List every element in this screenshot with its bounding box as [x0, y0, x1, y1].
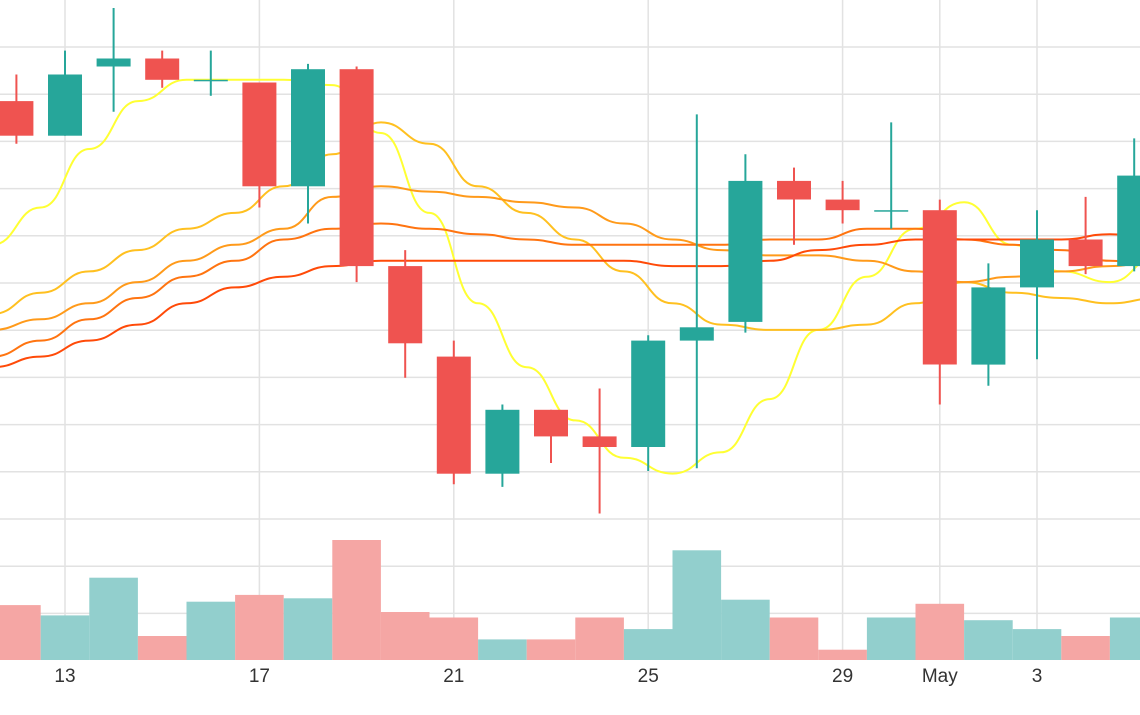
candle-body-up: [193, 79, 228, 82]
x-tick-label: 13: [54, 666, 75, 687]
candle-body-up: [679, 327, 714, 341]
candle-body-down: [1068, 239, 1103, 267]
x-tick-label: 17: [249, 666, 270, 687]
candle-body-up: [485, 409, 520, 474]
volume-bar: [429, 617, 479, 660]
candle-body-up: [631, 340, 666, 447]
candle-body-up: [874, 210, 909, 212]
volume-bars: [0, 540, 1140, 660]
candle-body-up: [48, 74, 82, 136]
candle-body-up: [96, 58, 131, 67]
candle-body-up: [1020, 239, 1054, 288]
x-tick-label: 25: [638, 666, 659, 687]
x-tick-label: 29: [832, 666, 853, 687]
volume-bar: [915, 603, 965, 660]
candle-body-down: [0, 101, 34, 136]
volume-bar: [818, 649, 867, 660]
candle-body-up: [291, 69, 325, 187]
volume-bar: [1012, 629, 1062, 660]
candle-body-down: [922, 210, 957, 365]
volume-bar: [1061, 636, 1110, 660]
candle-body-down: [777, 180, 811, 200]
volume-bar: [89, 577, 138, 660]
x-tick-label: May: [922, 666, 958, 687]
candle-body-down: [534, 409, 568, 437]
volume-bar: [235, 594, 284, 660]
volume-bar: [137, 636, 187, 660]
candle-body-down: [339, 69, 374, 267]
candle-body-down: [825, 199, 860, 211]
volume-bar: [283, 598, 333, 660]
candle-body-down: [436, 356, 471, 474]
candle-body-down: [388, 266, 423, 344]
volume-bar: [575, 617, 624, 660]
candle-body-up: [728, 180, 763, 322]
moving-average-line-3: [0, 185, 1140, 331]
moving-average-line-5: [0, 233, 1140, 368]
candle-body-down: [145, 58, 180, 80]
volume-bar: [478, 639, 527, 660]
moving-average-line-2: [0, 121, 1140, 331]
gridlines: [0, 0, 1140, 660]
volume-bar: [332, 540, 381, 660]
moving-average-lines: [0, 78, 1140, 475]
volume-bar: [1109, 617, 1140, 660]
volume-bar: [380, 612, 430, 660]
volume-bar: [0, 605, 41, 660]
volume-bar: [721, 599, 770, 660]
volume-bar: [672, 550, 722, 660]
moving-average-line-1: [0, 78, 1140, 475]
x-axis-ticks: 13 17 21 25 29 May 3: [54, 666, 1042, 687]
candle-body-up: [1117, 175, 1140, 267]
volume-bar: [40, 615, 90, 660]
volume-bar: [526, 639, 576, 660]
moving-average-line-4: [0, 222, 1140, 357]
x-tick-label: 21: [443, 666, 464, 687]
volume-bar: [186, 601, 236, 660]
volume-bar: [769, 617, 819, 660]
candle-body-down: [582, 436, 617, 447]
x-tick-label: 3: [1032, 666, 1043, 687]
candle-body-down: [242, 82, 277, 187]
candles: [0, 8, 1140, 514]
volume-bar: [964, 620, 1013, 660]
volume-bar: [623, 629, 673, 660]
volume-bar: [866, 617, 916, 660]
candle-body-up: [971, 287, 1006, 365]
